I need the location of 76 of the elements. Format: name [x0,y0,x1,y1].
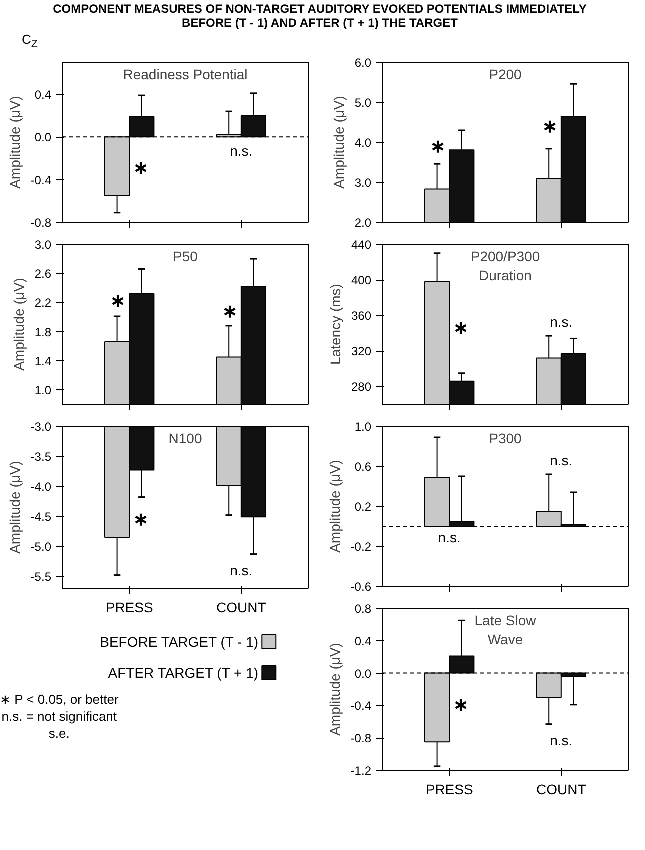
annotation: n.s. [550,732,573,748]
y-tick-label: 0.8 [354,602,372,616]
annotation: ∗ [430,136,446,156]
x-tick-label: COUNT [536,782,587,798]
y-axis-title: Latency (ms) [327,284,344,365]
annotation: ∗ [222,301,238,322]
chart-title: P200 [489,66,522,82]
y-tick-label: 0.0 [354,666,372,681]
y-tick-label: -4.0 [30,480,52,494]
y-tick-label: -4.5 [30,510,52,524]
annotation: ∗ [134,158,149,178]
y-axis-title: Amplitude (μV) [6,96,23,189]
annotation: ∗ [454,694,469,715]
y-tick-label: 400 [351,274,372,288]
y-tick-label: 0.4 [354,634,372,648]
annotation: n.s. [230,143,253,160]
y-tick-label: -0.8 [350,732,372,746]
y-tick-label: -0.4 [350,699,372,714]
y-tick-label: 3.0 [34,238,52,252]
y-tick-label: -1.2 [350,764,372,778]
chart-title: P50 [173,248,198,264]
y-tick-label: 2.2 [34,296,52,310]
x-tick-label: PRESS [426,782,474,798]
y-axis-title: Amplitude (μV) [326,460,343,553]
y-tick-label: 0.0 [34,130,52,145]
text: COMPONENT MEASURES OF NON-TARGET AUDITORY EVOKED POTENTIALS IMMEDIATELY BEFORE (T - 1) AND AFTER (T + 1) THE TARGET [52,2,588,30]
y-tick-label: -0.8 [30,216,52,230]
y-tick-label: 6.0 [354,56,372,70]
text: Late Slow Wave [474,612,538,648]
annotation: ∗ [134,510,149,530]
text: ∗ P < 0.05, or better [0,692,119,707]
text: C$_{Z}$ [22,32,40,51]
y-tick-label: 320 [351,344,372,359]
annotation: n.s. [550,452,573,468]
y-tick-label: 0.2 [354,500,372,514]
x-tick-label: PRESS [106,600,154,616]
annotation: ∗ [110,291,126,312]
y-tick-label: 360 [351,309,372,324]
y-axis-title: Amplitude (μV) [10,278,27,371]
text: s.e. [48,726,71,741]
chart-title: N100 [168,430,202,446]
legend-label: BEFORE TARGET (T - 1) [100,634,259,650]
y-tick-label: 280 [351,380,372,394]
y-tick-label: -3.0 [30,420,52,434]
annotation: ∗ [542,116,558,136]
y-tick-label: 2.0 [354,216,372,230]
y-tick-label: -0.6 [350,580,372,594]
text: P200/P300 Duration [470,248,540,284]
annotation: n.s. [550,314,573,330]
annotation: n.s. [230,562,253,578]
x-tick-label: COUNT [216,600,267,616]
y-tick-label: 440 [351,238,372,252]
y-tick-label: 1.8 [34,325,52,340]
chart-title: Readiness Potential [123,66,248,82]
y-tick-label: -5.0 [30,540,52,554]
legend-label: AFTER TARGET (T + 1) [108,665,259,681]
y-tick-label: -3.5 [30,450,52,464]
y-tick-label: 1.4 [34,354,52,368]
annotation: ∗ [454,318,469,338]
y-tick-label: 5.0 [354,96,372,110]
chart-title: P300 [489,430,522,446]
y-axis-title: Amplitude (μV) [330,96,347,189]
y-tick-label: 0.6 [354,460,372,474]
y-axis-title: Amplitude (μV) [6,461,23,554]
y-axis-title: Amplitude (μV) [326,643,343,736]
y-tick-label: 4.0 [354,136,372,150]
y-tick-label: 3.0 [354,176,372,190]
y-tick-label: 1.0 [354,420,372,434]
y-tick-label: -5.5 [30,570,52,584]
y-tick-label: 1.0 [34,383,52,398]
text: n.s. = not significant [0,709,118,724]
y-tick-label: 2.6 [34,267,52,282]
y-tick-label: -0.2 [350,540,372,554]
annotation: n.s. [438,530,461,546]
y-tick-label: -0.4 [30,173,52,188]
y-tick-label: 0.4 [34,88,52,102]
